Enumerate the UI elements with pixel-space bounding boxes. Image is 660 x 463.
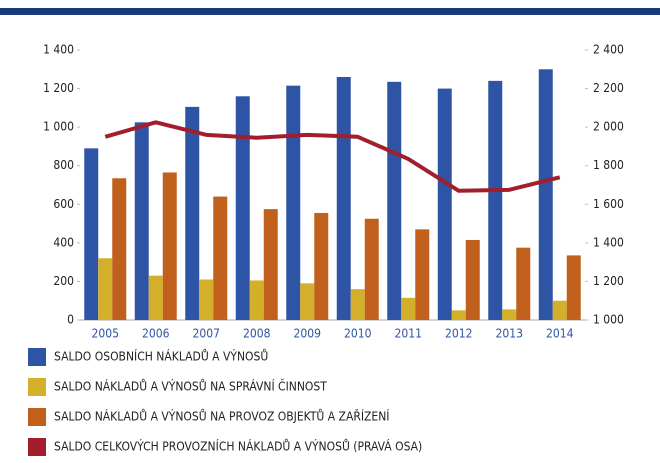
bar bbox=[314, 212, 329, 320]
x-tick-label: 2005 bbox=[92, 327, 119, 341]
x-tick-label: 2014 bbox=[546, 327, 574, 341]
bar bbox=[286, 85, 301, 320]
yticks-label: 1 400 bbox=[43, 43, 74, 57]
legend-label: SALDO CELKOVÝCH PROVOZNÍCH NÁKLADŮ A VÝN… bbox=[54, 439, 422, 454]
bar bbox=[465, 239, 480, 320]
bar bbox=[185, 106, 200, 321]
bar bbox=[148, 275, 163, 320]
bar bbox=[263, 209, 278, 320]
y2ticks-label: 2 400 bbox=[593, 43, 624, 57]
bar bbox=[162, 172, 177, 320]
legend-label: SALDO OSOBNÍCH NÁKLADŮ A VÝNOSŮ bbox=[54, 349, 268, 364]
bar bbox=[235, 96, 250, 321]
legend-swatch bbox=[28, 378, 46, 396]
legend-swatch bbox=[28, 438, 46, 456]
legend-label: SALDO NÁKLADŮ A VÝNOSŮ NA SPRÁVNÍ ČINNOS… bbox=[54, 379, 327, 394]
y2ticks-label: 1 200 bbox=[593, 274, 624, 288]
line bbox=[104, 120, 561, 193]
bar bbox=[112, 178, 127, 320]
bar bbox=[84, 148, 99, 320]
bar bbox=[566, 255, 581, 320]
bar bbox=[415, 229, 430, 320]
top-band bbox=[0, 8, 660, 15]
y2ticks-label: 2 200 bbox=[593, 81, 624, 95]
y2ticks-label: 1 000 bbox=[593, 313, 624, 327]
bar bbox=[538, 69, 553, 321]
bar bbox=[502, 309, 517, 320]
bar bbox=[451, 310, 466, 320]
yticks-label: 200 bbox=[53, 274, 74, 288]
bar bbox=[134, 122, 149, 320]
bar bbox=[488, 80, 503, 320]
x-tick-label: 2010 bbox=[344, 327, 372, 341]
yticks-label: 800 bbox=[53, 158, 74, 172]
x-tick-label: 2006 bbox=[142, 327, 170, 341]
legend-swatch bbox=[28, 408, 46, 426]
x-tick-label: 2007 bbox=[193, 327, 220, 341]
y2ticks-label: 1 800 bbox=[593, 158, 624, 172]
y2ticks-label: 2 000 bbox=[593, 120, 624, 134]
bar bbox=[364, 218, 379, 320]
x-tick-label: 2011 bbox=[395, 327, 422, 341]
bar bbox=[213, 196, 228, 320]
y2ticks-label: 1 400 bbox=[593, 235, 624, 249]
bar bbox=[437, 88, 452, 320]
bar bbox=[98, 258, 113, 320]
bar bbox=[249, 280, 264, 320]
y2ticks-label: 1 600 bbox=[593, 197, 624, 211]
x-tick-label: 2013 bbox=[496, 327, 523, 341]
legend-swatch bbox=[28, 348, 46, 366]
bar bbox=[199, 279, 214, 320]
yticks-label: 0 bbox=[67, 313, 74, 327]
x-tick-label: 2009 bbox=[294, 327, 322, 341]
bar bbox=[336, 77, 351, 320]
bar bbox=[401, 297, 416, 320]
yticks-label: 600 bbox=[53, 197, 74, 211]
yticks-label: 1 000 bbox=[43, 120, 74, 134]
yticks-label: 1 200 bbox=[43, 81, 74, 95]
x-tick-label: 2012 bbox=[445, 327, 472, 341]
x-tick-label: 2008 bbox=[243, 327, 271, 341]
bar bbox=[300, 283, 315, 320]
legend-label: SALDO NÁKLADŮ A VÝNOSŮ NA PROVOZ OBJEKTŮ… bbox=[54, 409, 390, 424]
bar bbox=[387, 81, 402, 320]
bar bbox=[552, 300, 567, 320]
bar bbox=[350, 289, 365, 320]
bar bbox=[516, 247, 531, 320]
yticks-label: 400 bbox=[53, 235, 74, 249]
